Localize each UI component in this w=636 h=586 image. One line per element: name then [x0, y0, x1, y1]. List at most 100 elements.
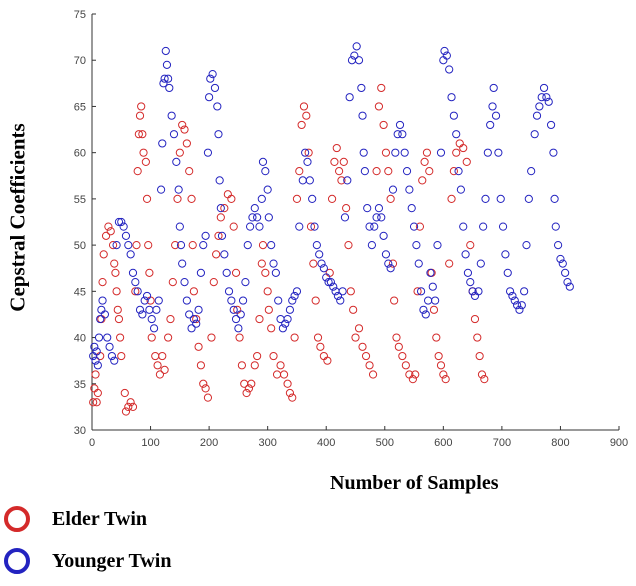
data-point: [288, 296, 297, 305]
data-point: [206, 74, 215, 83]
data-point: [90, 342, 99, 351]
data-point: [313, 333, 323, 342]
y-tick-label: 30: [74, 425, 86, 437]
data-point: [524, 194, 533, 203]
data-point: [104, 222, 113, 231]
y-tick-label: 55: [74, 194, 86, 206]
data-point: [145, 268, 154, 277]
data-point: [234, 324, 243, 333]
data-point: [248, 213, 257, 222]
data-point: [335, 167, 344, 176]
data-point: [135, 305, 145, 314]
y-tick-label: 35: [74, 379, 86, 391]
data-point: [370, 222, 379, 231]
data-point: [306, 222, 316, 231]
data-point: [255, 314, 264, 324]
data-point: [299, 102, 309, 111]
data-point: [147, 314, 156, 324]
data-point: [428, 282, 437, 291]
data-point: [354, 56, 364, 65]
data-point: [456, 185, 465, 194]
data-point: [563, 277, 572, 287]
data-point: [354, 324, 364, 333]
data-point: [424, 296, 433, 305]
data-point: [110, 356, 119, 365]
data-point: [264, 305, 273, 314]
data-point: [480, 375, 489, 384]
data-point: [463, 268, 473, 277]
data-point: [214, 231, 223, 240]
data-point: [100, 310, 109, 319]
data-point: [327, 194, 337, 203]
data-point: [439, 370, 448, 379]
data-point: [124, 402, 133, 411]
data-point: [324, 277, 333, 287]
data-point: [94, 333, 104, 342]
data-point: [420, 157, 429, 167]
data-point: [199, 241, 208, 250]
data-point: [413, 287, 422, 296]
data-point: [160, 365, 169, 375]
data-point: [333, 291, 343, 301]
data-point: [242, 388, 251, 398]
data-point: [149, 324, 159, 333]
data-point: [350, 51, 359, 60]
data-point: [290, 291, 299, 301]
scatter-plot: 0 100 200 300 400 500 600 700 800 900 30 35 40 45 50 55…: [74, 9, 628, 449]
data-point: [164, 74, 173, 83]
data-point: [99, 250, 108, 259]
data-point: [297, 120, 306, 130]
data-point: [133, 167, 142, 176]
data-point: [486, 120, 495, 130]
data-point: [212, 250, 221, 259]
data-point: [421, 310, 430, 319]
data-point: [546, 120, 556, 130]
data-point: [106, 227, 115, 236]
x-tick-label: 400: [317, 437, 335, 449]
data-point: [342, 204, 351, 213]
data-point: [153, 361, 162, 370]
data-point: [447, 194, 456, 203]
data-point: [398, 351, 407, 361]
data-point: [276, 361, 285, 370]
data-point: [138, 310, 147, 319]
data-point: [116, 333, 125, 342]
data-point: [377, 213, 386, 222]
data-point: [144, 241, 153, 250]
data-point: [440, 46, 449, 56]
data-point: [358, 111, 367, 120]
data-point: [114, 217, 124, 227]
data-point: [285, 388, 295, 398]
data-point: [201, 231, 210, 240]
data-point: [305, 176, 314, 185]
data-point: [295, 167, 304, 176]
data-point: [227, 296, 236, 305]
data-point: [199, 379, 208, 388]
data-point: [168, 277, 177, 287]
data-point: [91, 370, 100, 379]
data-point: [107, 351, 117, 361]
data-point: [445, 259, 454, 268]
data-point: [169, 130, 179, 139]
data-point: [216, 204, 225, 213]
data-point: [257, 259, 266, 268]
data-point: [542, 93, 551, 102]
data-point: [137, 102, 146, 111]
data-point: [468, 287, 477, 296]
data-point: [505, 287, 515, 296]
data-point: [98, 296, 107, 305]
data-point: [229, 222, 238, 231]
x-tick-label: 900: [610, 437, 628, 449]
data-point: [390, 296, 399, 305]
data-point: [178, 259, 187, 268]
data-point: [394, 342, 403, 351]
data-point: [241, 277, 250, 287]
data-point: [203, 148, 213, 157]
data-point: [89, 398, 98, 407]
y-axis-label: Cepstral Coefficients: [5, 123, 30, 312]
data-point: [351, 333, 360, 342]
data-point: [158, 139, 167, 148]
data-point: [139, 148, 148, 157]
data-point: [128, 402, 138, 411]
data-point: [292, 194, 302, 203]
